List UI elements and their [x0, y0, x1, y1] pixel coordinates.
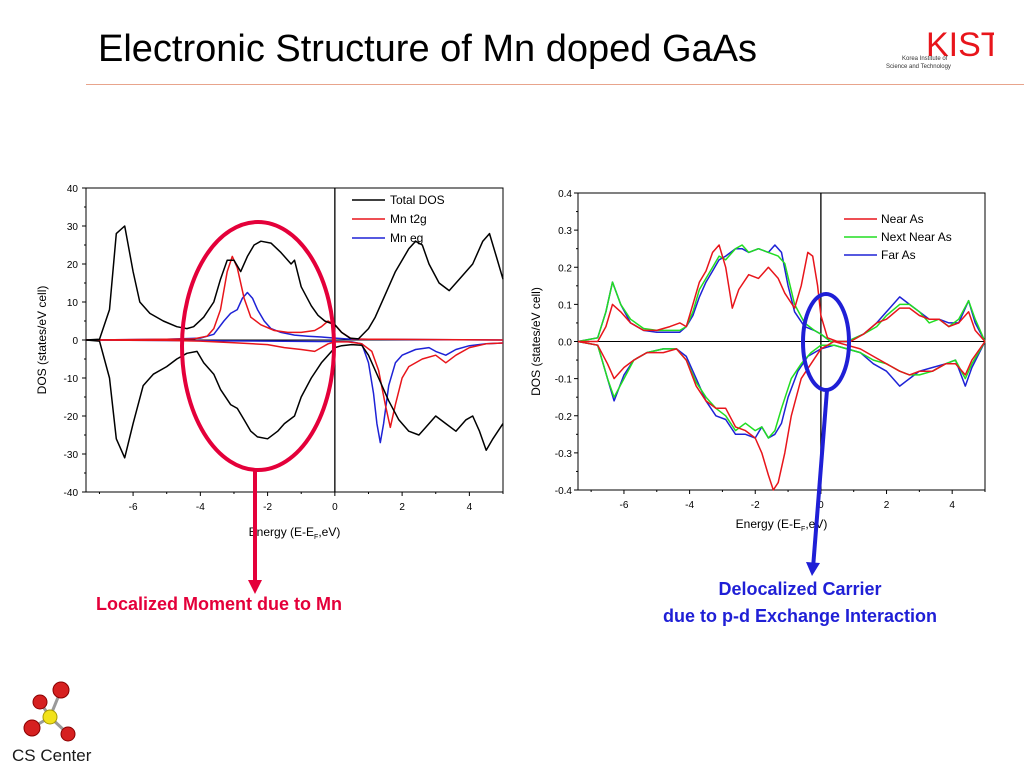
legend: Near As Next Near As Far As — [844, 212, 952, 262]
y-tick-label: 10 — [67, 298, 79, 309]
y-tick-label: 0.1 — [558, 300, 572, 311]
cs-center-label: CS Center — [12, 746, 92, 765]
legend-label: Total DOS — [390, 193, 445, 207]
y-tick-label: 0.3 — [558, 226, 572, 237]
y-tick-label: -0.3 — [555, 449, 573, 460]
y-tick-label: 30 — [67, 222, 79, 233]
y-tick-label: -40 — [64, 488, 79, 499]
y-tick-label: -0.2 — [555, 412, 573, 423]
slide-title: Electronic Structure of Mn doped GaAs — [98, 28, 757, 70]
y-tick-label: -30 — [64, 450, 79, 461]
as-dos-chart: -0.4 -0.3 -0.2 -0.1 0.0 0.1 0.2 0.3 0.4 -6 -4 -2 0 2 4… — [529, 189, 986, 533]
y-tick-label: 40 — [67, 184, 79, 195]
x-tick-label: 0 — [818, 500, 824, 511]
x-tick-label: 4 — [949, 500, 955, 511]
x-tick-label: 0 — [332, 502, 338, 513]
y-axis-label: DOS (states/eV cell) — [35, 286, 49, 395]
annotations — [180, 220, 851, 594]
legend-label: Mn eg — [390, 231, 423, 245]
series-line-up — [578, 244, 986, 343]
legend-label: Near As — [881, 212, 924, 226]
delocalized-caption-line1: Delocalized Carrier — [718, 579, 882, 599]
legend-label: Next Near As — [881, 230, 952, 244]
legend-label: Mn t2g — [390, 212, 427, 226]
delocalized-caption-line2: due to p-d Exchange Interaction — [662, 606, 938, 626]
legend-label: Far As — [881, 248, 916, 262]
y-tick-label: 0.2 — [558, 263, 572, 274]
x-tick-label: -2 — [263, 502, 272, 513]
x-axis-label: Energy (E-EF,eV) — [249, 525, 341, 541]
x-tick-label: -2 — [751, 500, 760, 511]
legend: Total DOS Mn t2g Mn eg — [352, 193, 445, 245]
delocalized-arrow-head — [806, 562, 820, 576]
y-tick-label: -10 — [64, 374, 79, 385]
x-tick-label: -4 — [685, 500, 694, 511]
y-tick-label: -20 — [64, 412, 79, 423]
delocalized-carrier-caption: Delocalized Carrier due to p-d Exchange … — [610, 576, 990, 630]
x-tick-label: -6 — [619, 500, 628, 511]
y-axis-label: DOS (states/eV cell) — [529, 287, 543, 396]
y-tick-label: 20 — [67, 260, 79, 271]
localized-moment-caption: Localized Moment due to Mn — [96, 594, 342, 614]
x-tick-label: -4 — [196, 502, 205, 513]
delocalized-arrow-line — [811, 389, 829, 569]
x-tick-label: 2 — [399, 502, 405, 513]
series-line-down — [577, 340, 986, 491]
x-axis-label: Energy (E-EF,eV) — [736, 517, 828, 533]
series-line-down — [85, 339, 504, 444]
y-tick-label: 0.4 — [558, 189, 572, 200]
x-tick-label: -6 — [129, 502, 138, 513]
logo-subtitle-2: Science and Technology — [886, 64, 951, 70]
series-line-down — [85, 339, 504, 429]
series-line-down — [577, 340, 986, 439]
y-tick-label: 0 — [72, 336, 78, 347]
kist-logo-text: KIST — [926, 26, 994, 64]
series-line-up — [85, 225, 504, 341]
cs-center-logo-icon — [23, 681, 76, 742]
x-tick-label: 4 — [467, 502, 473, 513]
kist-logo: KIST — [926, 26, 994, 64]
y-tick-label: -0.1 — [555, 375, 573, 386]
series-line-down — [577, 340, 986, 439]
localized-arrow-head — [248, 580, 262, 594]
y-tick-label: -0.4 — [555, 486, 573, 497]
series-line-up — [85, 255, 504, 341]
x-tick-label: 2 — [884, 500, 890, 511]
series-line-down — [85, 339, 504, 459]
series-line-up — [85, 291, 504, 341]
localized-moment-ellipse — [180, 220, 336, 472]
y-tick-label: 0.0 — [558, 338, 572, 349]
logo-subtitle-1: Korea Institute of — [902, 56, 948, 62]
title-divider — [86, 84, 1024, 85]
